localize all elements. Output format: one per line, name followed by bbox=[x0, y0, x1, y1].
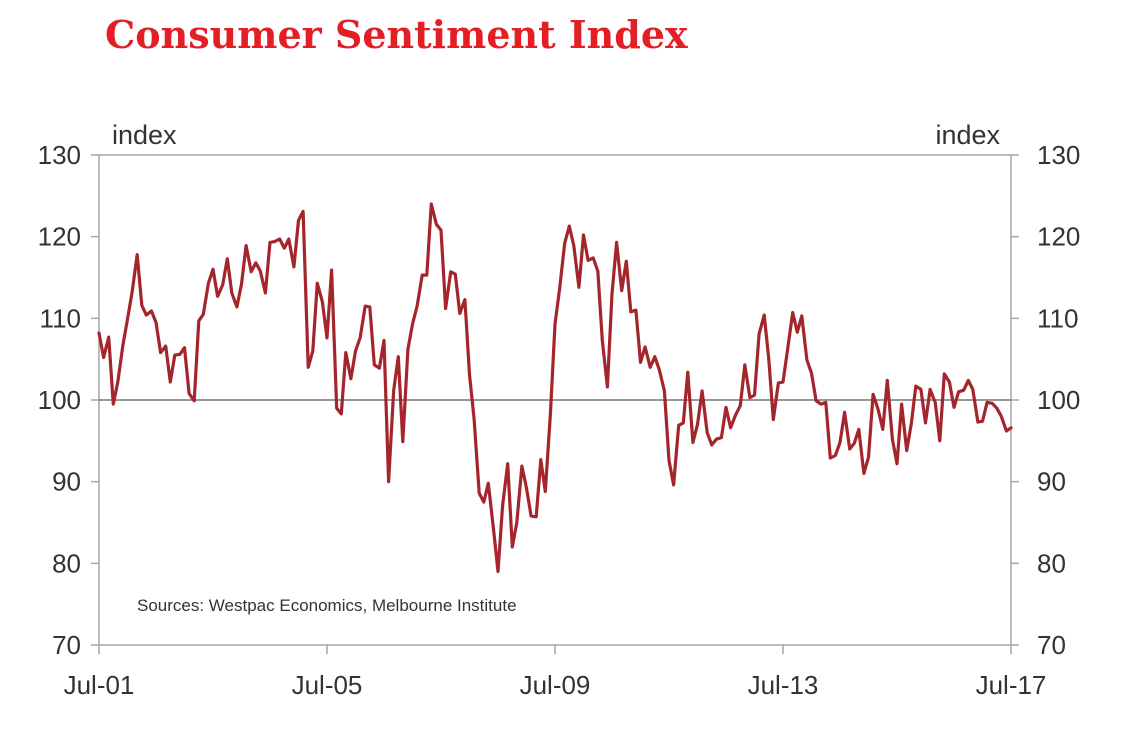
x-tick-label: Jul-17 bbox=[976, 670, 1047, 700]
y-tick-label-left: 130 bbox=[38, 140, 81, 170]
y-tick-label-right: 70 bbox=[1037, 630, 1066, 660]
y-tick-label-left: 90 bbox=[52, 467, 81, 497]
x-tick-label: Jul-09 bbox=[520, 670, 591, 700]
x-tick-label: Jul-05 bbox=[292, 670, 363, 700]
y-tick-label-right: 80 bbox=[1037, 548, 1066, 578]
y-tick-label-left: 110 bbox=[40, 303, 81, 333]
y-tick-label-left: 70 bbox=[52, 630, 81, 660]
x-axis: Jul-01 Jul-05 Jul-09 Jul-13 Jul-17 bbox=[64, 645, 1047, 700]
y-tick-label-right: 130 bbox=[1037, 140, 1080, 170]
series-line-consumer-sentiment bbox=[97, 202, 1013, 574]
y-tick-label-left: 120 bbox=[38, 222, 81, 252]
x-tick-label: Jul-13 bbox=[748, 670, 819, 700]
y-tick-label-right: 90 bbox=[1037, 467, 1066, 497]
y-tick-label-right: 120 bbox=[1037, 222, 1080, 252]
chart-title: Consumer Sentiment Index bbox=[105, 12, 688, 57]
y-tick-label-right: 110 bbox=[1037, 303, 1078, 333]
y-unit-right: index bbox=[935, 120, 1000, 150]
y-tick-label-right: 100 bbox=[1037, 385, 1080, 415]
y-tick-label-left: 100 bbox=[38, 385, 81, 415]
y-axis-right: 70 80 90 100 110 120 130 bbox=[1011, 140, 1080, 660]
x-tick-label: Jul-01 bbox=[64, 670, 135, 700]
y-unit-left: index bbox=[112, 120, 177, 150]
source-note: Sources: Westpac Economics, Melbourne In… bbox=[137, 596, 517, 615]
y-axis-left: 70 80 90 100 110 120 130 bbox=[38, 140, 99, 660]
y-tick-label-left: 80 bbox=[52, 548, 81, 578]
